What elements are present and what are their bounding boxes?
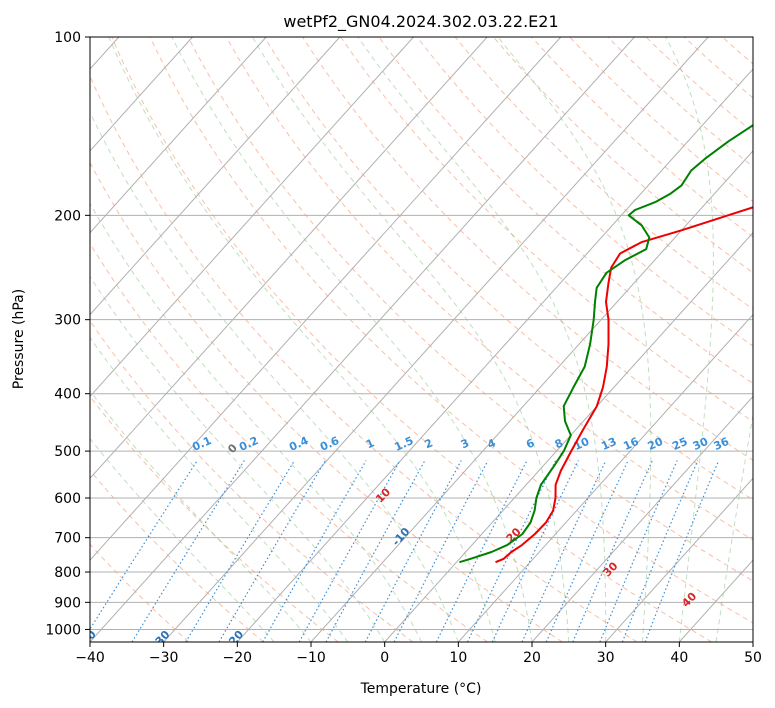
dry-adiabat [90,469,264,642]
isotherm-line [384,231,753,642]
isotherm-line [90,37,267,234]
dry-adiabat [264,37,753,501]
dry-adiabat [90,242,488,642]
dry-adiabat [111,37,712,642]
x-tick-label: −40 [75,650,105,666]
x-tick-label: 50 [744,650,762,666]
mixing-ratio-line [491,460,579,642]
isotherm-line [752,641,753,642]
temperature-line [495,206,753,564]
mixing-ratio-line [621,460,699,642]
mixing-ratio-line [218,460,326,642]
dry-adiabat [569,37,753,203]
mixing-ratio-line [298,460,401,642]
dry-adiabat [761,37,775,642]
dry-adiabat [493,37,753,274]
dry-adiabat [340,37,753,423]
mixing-ratio-line [262,460,367,642]
isotherm-line [236,68,753,642]
mixing-ratio-line [599,460,678,642]
moist-adiabat [171,37,533,642]
x-tick-label: 20 [523,650,541,666]
y-tick-label: 200 [54,208,81,224]
dewpoint-line [459,124,753,564]
mixing-ratio-label: 36 [712,435,732,453]
y-tick-label: 800 [54,565,81,581]
x-tick-label: 40 [670,650,688,666]
mixing-ratio-line [644,460,720,642]
x-tick-label: −10 [296,650,326,666]
isotherm-line [90,37,635,642]
y-axis-title: Pressure (hPa) [11,289,27,389]
x-axis-title: Temperature (°C) [360,681,482,697]
plot-area [90,37,753,642]
y-tick-label: 400 [54,387,81,403]
isotherm-line [90,37,193,152]
moist-adiabat [715,412,753,642]
dry-adiabat [378,37,753,384]
dry-adiabat [90,320,414,642]
moist-adiabat [90,437,275,642]
moist-adiabat [108,37,496,642]
y-tick-label: 1000 [45,622,81,638]
moist-adiabat [90,275,386,642]
isotherm-line [310,150,753,642]
y-tick-label: 600 [54,491,81,507]
isotherm-line [163,37,709,642]
x-tick-label: −20 [223,650,253,666]
moist-adiabat [357,37,607,642]
mixing-ratio-line [572,460,653,642]
y-tick-label: 700 [54,531,81,547]
isotherm-label: -40 [76,628,99,652]
y-tick-label: 900 [54,595,81,611]
mixing-ratio-label: 30 [691,435,711,453]
dry-adiabat [149,37,753,624]
isotherm-label: -50 [2,628,25,652]
dry-adiabat [416,37,753,347]
x-tick-label: 30 [597,650,615,666]
isotherm-line [457,313,753,642]
mixing-ratio-line [185,460,296,642]
mixing-ratio-label: 25 [670,435,689,453]
isotherm-line [90,37,341,316]
y-tick-label: 500 [54,444,81,460]
mixing-ratio-label: 13 [599,435,618,453]
dry-adiabat [187,37,753,582]
y-tick-label: 300 [54,313,81,329]
mixing-ratio-label: 16 [621,435,641,453]
mixing-ratio-line [521,460,607,642]
plot-frame [89,36,754,643]
isotherm-line [90,37,414,398]
moist-adiabat [665,37,714,642]
mixing-ratio-line [435,460,528,642]
isotherm-line [605,477,753,642]
x-tick-label: 0 [380,650,389,666]
x-tick-label: 10 [449,650,467,666]
dry-adiabat [531,37,753,238]
x-tick-label: −30 [149,650,179,666]
moist-adiabat [497,37,652,642]
dry-adiabat [90,75,638,642]
mixing-ratio-label: 20 [646,435,666,453]
chart-title: wetPf2_GN04.2024.302.03.22.E21 [283,12,558,32]
dry-adiabat [225,37,753,541]
isotherm-line [531,395,753,642]
moist-adiabat [90,202,422,642]
isotherm-line [90,37,562,561]
mixing-ratio-line [545,460,629,642]
moist-adiabat [252,37,570,642]
dry-adiabat [454,37,753,310]
isotherm-line [90,37,488,480]
mixing-ratio-line [325,460,426,642]
y-tick-label: 100 [54,30,81,46]
dry-adiabat [90,161,563,642]
